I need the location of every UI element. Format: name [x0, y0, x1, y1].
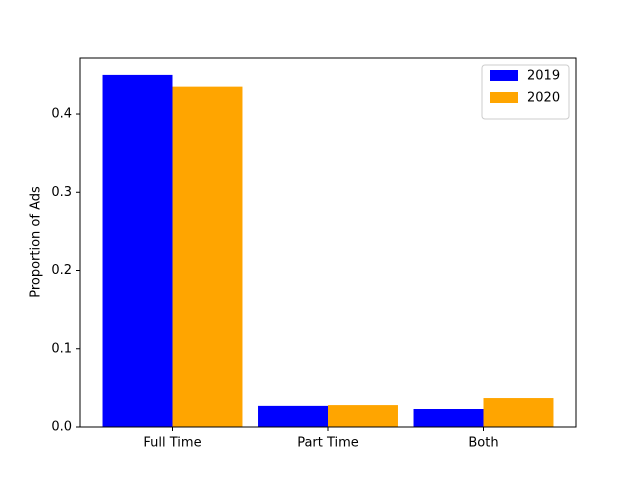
y-tick-label: 0.1 — [51, 341, 72, 356]
bar — [413, 409, 484, 427]
legend-label: 2020 — [527, 91, 560, 106]
x-tick-label: Part Time — [297, 436, 359, 451]
y-axis-label: Proportion of Ads — [29, 186, 44, 298]
y-tick-label: 0.2 — [51, 263, 72, 278]
bar — [102, 74, 173, 428]
bar — [258, 405, 328, 427]
legend: 2019 2020 — [481, 64, 570, 120]
legend-swatch — [490, 92, 518, 103]
bar — [172, 86, 243, 428]
bar — [328, 405, 398, 427]
y-tick-label: 0.3 — [51, 185, 72, 200]
legend-label: 2019 — [527, 69, 560, 84]
legend-swatch — [490, 70, 518, 81]
bar — [483, 398, 554, 427]
y-tick-label: 0.0 — [51, 420, 72, 435]
plot-frame — [79, 57, 577, 428]
y-tick-label: 0.4 — [51, 107, 72, 122]
x-tick-label: Both — [468, 436, 498, 451]
x-tick-label: Full Time — [143, 436, 201, 451]
